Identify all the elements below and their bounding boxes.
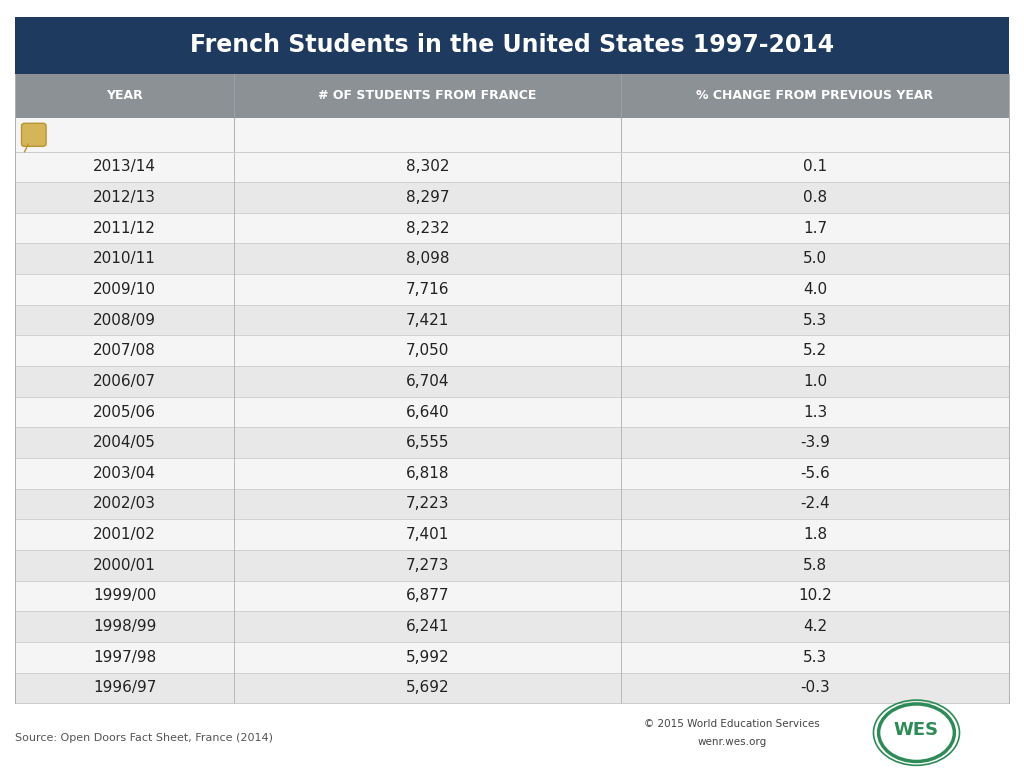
Bar (15, 213, 1009, 243)
Text: 1.0: 1.0 (803, 374, 827, 388)
Bar (15, 550, 1009, 580)
Text: % CHANGE FROM PREVIOUS YEAR: % CHANGE FROM PREVIOUS YEAR (696, 89, 934, 103)
Text: -3.9: -3.9 (800, 435, 829, 450)
Bar (15, 519, 1009, 550)
Bar (15, 17, 1009, 74)
Text: 5.2: 5.2 (803, 343, 827, 358)
Text: 6,640: 6,640 (406, 405, 450, 420)
Bar (15, 580, 1009, 611)
Text: 2009/10: 2009/10 (93, 282, 156, 297)
Text: 0.1: 0.1 (803, 159, 827, 174)
Text: 6,877: 6,877 (406, 588, 450, 604)
Text: 7,223: 7,223 (406, 497, 450, 511)
Text: 7,050: 7,050 (406, 343, 450, 358)
Bar (15, 243, 1009, 274)
Text: 7,421: 7,421 (406, 312, 450, 328)
Text: 5,992: 5,992 (406, 650, 450, 664)
Text: 7,273: 7,273 (406, 558, 450, 573)
Bar (15, 336, 1009, 366)
Bar (15, 611, 1009, 642)
Text: 5.8: 5.8 (803, 558, 827, 573)
Text: 8,302: 8,302 (406, 159, 450, 174)
Text: WES: WES (894, 721, 939, 740)
Text: 7,716: 7,716 (406, 282, 450, 297)
Text: Source: Open Doors Fact Sheet, France (2014): Source: Open Doors Fact Sheet, France (2… (15, 733, 273, 743)
Bar (15, 489, 1009, 519)
Text: French Students in the United States 1997-2014: French Students in the United States 199… (189, 33, 835, 57)
Text: -5.6: -5.6 (800, 466, 829, 481)
Text: 2007/08: 2007/08 (93, 343, 156, 358)
Text: 1997/98: 1997/98 (93, 650, 157, 664)
Bar (15, 642, 1009, 673)
Text: 1996/97: 1996/97 (93, 681, 157, 695)
Text: 2010/11: 2010/11 (93, 251, 156, 267)
Text: 4.0: 4.0 (803, 282, 827, 297)
Bar (15, 152, 1009, 182)
Text: 2002/03: 2002/03 (93, 497, 156, 511)
Bar (15, 182, 1009, 213)
Text: 0.8: 0.8 (803, 190, 827, 205)
Text: 1.7: 1.7 (803, 221, 827, 235)
Text: 5.0: 5.0 (803, 251, 827, 267)
Text: 2006/07: 2006/07 (93, 374, 156, 388)
Bar (15, 74, 1009, 118)
Text: 7,401: 7,401 (406, 527, 450, 542)
Text: 2011/12: 2011/12 (93, 221, 156, 235)
Bar (15, 427, 1009, 458)
Text: 6,241: 6,241 (406, 619, 450, 634)
Text: 2008/09: 2008/09 (93, 312, 156, 328)
Bar (15, 458, 1009, 489)
Text: 2000/01: 2000/01 (93, 558, 156, 573)
Bar (15, 274, 1009, 305)
Text: 1.8: 1.8 (803, 527, 827, 542)
Bar (15, 673, 1009, 703)
Text: 2001/02: 2001/02 (93, 527, 156, 542)
Text: 8,098: 8,098 (406, 251, 450, 267)
Bar (15, 305, 1009, 336)
Text: 1999/00: 1999/00 (93, 588, 157, 604)
Text: 2005/06: 2005/06 (93, 405, 156, 420)
Bar (15, 118, 1009, 152)
Text: 1.3: 1.3 (803, 405, 827, 420)
Text: -2.4: -2.4 (800, 497, 829, 511)
Text: 4.2: 4.2 (803, 619, 827, 634)
Text: 2003/04: 2003/04 (93, 466, 156, 481)
Text: # OF STUDENTS FROM FRANCE: # OF STUDENTS FROM FRANCE (318, 89, 537, 103)
Text: 6,818: 6,818 (406, 466, 450, 481)
Text: 2004/05: 2004/05 (93, 435, 156, 450)
Text: 5.3: 5.3 (803, 650, 827, 664)
Bar (15, 397, 1009, 427)
Bar (15, 366, 1009, 397)
Text: © 2015 World Education Services: © 2015 World Education Services (644, 720, 820, 729)
Text: -0.3: -0.3 (800, 681, 829, 695)
Text: 2013/14: 2013/14 (93, 159, 156, 174)
Text: 1998/99: 1998/99 (93, 619, 157, 634)
Text: YEAR: YEAR (106, 89, 143, 103)
Text: 5.3: 5.3 (803, 312, 827, 328)
Text: 6,704: 6,704 (406, 374, 450, 388)
FancyBboxPatch shape (22, 124, 46, 146)
Text: 8,232: 8,232 (406, 221, 450, 235)
Text: 6,555: 6,555 (406, 435, 450, 450)
Text: 2012/13: 2012/13 (93, 190, 156, 205)
Text: wenr.wes.org: wenr.wes.org (697, 737, 767, 747)
Text: 5,692: 5,692 (406, 681, 450, 695)
Text: 10.2: 10.2 (798, 588, 831, 604)
Text: 8,297: 8,297 (406, 190, 450, 205)
